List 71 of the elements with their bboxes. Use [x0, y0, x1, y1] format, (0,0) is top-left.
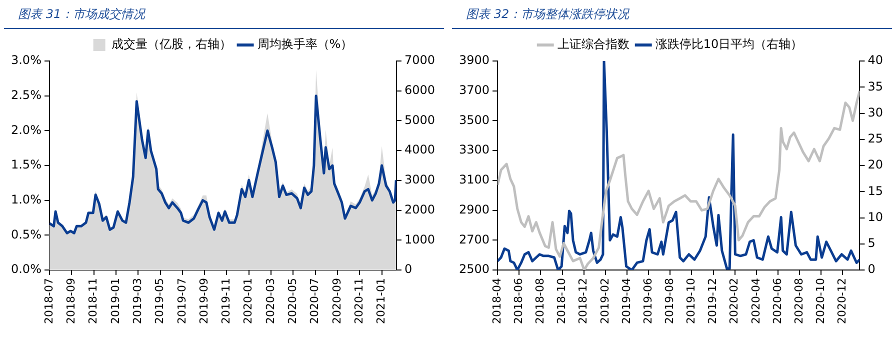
x-tick-label: 2020-09 — [330, 278, 344, 324]
x-tick-label: 2019-08 — [662, 278, 676, 324]
y-tick-label: 3.0% — [10, 53, 42, 68]
y-tick-label: 2900 — [458, 202, 490, 216]
y-tick-label: 2.5% — [10, 88, 42, 102]
x-tick-label: 2019-10 — [684, 278, 698, 324]
x-tick-label: 2020-02 — [728, 278, 741, 324]
x-tick-label: 2020-07 — [308, 278, 322, 324]
x-tick-label: 2018-11 — [86, 278, 100, 324]
x-tick-label: 2019-12 — [706, 278, 720, 324]
chart-title: 图表 32：市场整体涨跌停状况 — [452, 0, 892, 29]
chart-title: 图表 31：市场成交情况 — [4, 0, 444, 29]
y2-tick-label: 0 — [404, 262, 412, 276]
x-tick-label: 2019-04 — [620, 278, 633, 324]
y2-tick-label: 2000 — [404, 202, 436, 216]
y2-tick-label: 15 — [868, 184, 884, 198]
y-tick-label: 3500 — [458, 112, 490, 127]
x-tick-label: 2019-06 — [641, 278, 654, 324]
y2-tick-label: 6000 — [404, 82, 436, 97]
x-tick-label: 2019-01 — [108, 278, 122, 324]
x-tick-label: 2020-12 — [836, 278, 849, 324]
x-tick-label: 2020-10 — [814, 278, 827, 324]
x-tick-label: 2020-04 — [749, 278, 762, 324]
x-tick-label: 2018-07 — [42, 278, 56, 324]
x-tick-label: 2019-07 — [175, 278, 188, 324]
y2-tick-label: 4000 — [404, 142, 436, 157]
y-tick-label: 2500 — [458, 262, 490, 276]
y2-tick-label: 3000 — [404, 172, 436, 187]
y-tick-label: 3700 — [458, 82, 490, 97]
x-tick-label: 2018-10 — [555, 278, 568, 324]
x-tick-label: 2020-01 — [242, 278, 255, 324]
y2-tick-label: 10 — [868, 210, 884, 224]
x-tick-label: 2018-12 — [576, 278, 590, 324]
y2-tick-label: 35 — [868, 79, 884, 94]
y2-tick-label: 0 — [868, 262, 876, 276]
x-tick-label: 2021-01 — [374, 278, 388, 324]
y-tick-label: 0.5% — [10, 227, 42, 242]
x-tick-label: 2018-08 — [534, 278, 547, 324]
legend-label: 周均换手率（%） — [257, 37, 353, 52]
y2-tick-label: 7000 — [404, 53, 436, 68]
y-tick-label: 3300 — [458, 142, 490, 157]
x-tick-label: 2018-06 — [512, 278, 525, 324]
x-tick-label: 2019-11 — [220, 278, 233, 324]
x-tick-label: 2019-05 — [153, 278, 166, 324]
y2-tick-label: 5 — [868, 236, 876, 250]
x-tick-label: 2020-05 — [286, 278, 300, 324]
y-tick-label: 3900 — [458, 53, 490, 68]
x-tick-label: 2019-02 — [598, 278, 612, 324]
legend-label: 成交量（亿股，右轴） — [111, 37, 232, 52]
y-tick-label: 2.0% — [10, 122, 42, 137]
x-tick-label: 2020-06 — [770, 278, 784, 324]
y2-tick-label: 25 — [868, 132, 884, 146]
y-tick-label: 1.0% — [10, 192, 42, 206]
x-tick-label: 2020-11 — [352, 278, 366, 324]
y2-tick-label: 40 — [868, 53, 884, 68]
y-tick-label: 3100 — [458, 172, 490, 187]
y2-tick-label: 5000 — [404, 112, 436, 127]
x-tick-label: 2018-09 — [64, 278, 78, 324]
y2-tick-label: 30 — [868, 105, 884, 120]
y-tick-label: 2700 — [458, 232, 490, 246]
y2-tick-label: 20 — [868, 158, 884, 172]
x-tick-label: 2020-03 — [264, 278, 277, 324]
legend-label: 涨跌停比10日平均（右轴） — [655, 37, 803, 52]
y-tick-label: 1.5% — [10, 158, 42, 172]
x-tick-label: 2020-08 — [792, 278, 806, 324]
y-tick-label: 0.0% — [10, 262, 42, 276]
x-tick-label: 2018-04 — [490, 278, 504, 324]
y2-tick-label: 1000 — [404, 232, 436, 246]
x-tick-label: 2019-09 — [197, 278, 210, 324]
x-tick-label: 2019-03 — [130, 278, 144, 324]
legend-label: 上证综合指数 — [557, 37, 630, 52]
